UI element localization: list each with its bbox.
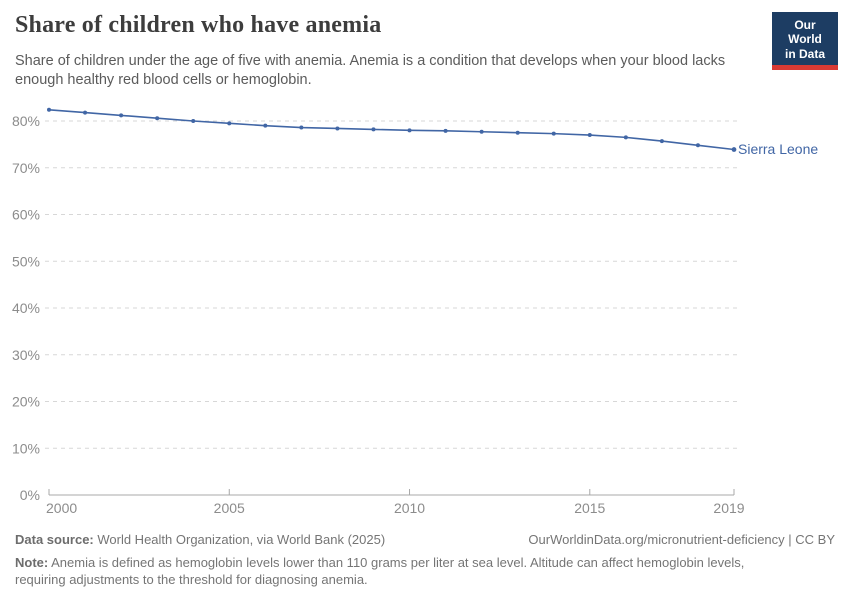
y-axis-tick-label: 70% bbox=[12, 160, 40, 176]
data-point bbox=[47, 107, 51, 112]
y-axis-tick-label: 30% bbox=[12, 347, 40, 363]
data-point bbox=[83, 110, 88, 115]
data-point bbox=[263, 123, 268, 128]
y-axis-tick-label: 80% bbox=[12, 113, 40, 129]
y-axis-tick-label: 60% bbox=[12, 207, 40, 223]
chart-footer: Data source: World Health Organization, … bbox=[15, 531, 835, 589]
owid-logo-line2: in Data bbox=[784, 46, 825, 61]
data-source-label: Data source: bbox=[15, 532, 94, 547]
data-point bbox=[119, 113, 124, 118]
data-point bbox=[443, 128, 448, 133]
data-point bbox=[695, 143, 700, 148]
data-point bbox=[335, 126, 340, 131]
note-label: Note: bbox=[15, 554, 49, 570]
data-point bbox=[155, 116, 160, 121]
series-line bbox=[48, 108, 735, 151]
data-point bbox=[407, 128, 412, 133]
data-source: Data source: World Health Organization, … bbox=[15, 531, 385, 549]
data-point bbox=[227, 121, 232, 126]
y-axis-tick-label: 50% bbox=[12, 253, 40, 269]
series-sierra-leone[interactable]: Sierra Leone bbox=[47, 107, 818, 157]
x-axis-tick-label: 2010 bbox=[394, 500, 425, 516]
owid-url-link[interactable]: OurWorldinData.org/micronutrient-deficie… bbox=[528, 532, 835, 547]
series-label-sierra-leone[interactable]: Sierra Leone bbox=[738, 141, 818, 157]
chart-subtitle: Share of children under the age of five … bbox=[15, 53, 726, 88]
y-gridlines: 0% 10% 20% 30% 40% 50% 60% 70% 80% bbox=[12, 113, 737, 503]
y-axis-tick-label: 40% bbox=[12, 300, 40, 316]
x-axis-tick-label: 2000 bbox=[46, 500, 77, 516]
data-point bbox=[587, 133, 592, 138]
owid-logo[interactable]: Our World in Data bbox=[772, 12, 838, 71]
note-text: Anemia is defined as hemoglobin levels l… bbox=[15, 554, 745, 588]
x-axis: 2000 2005 2010 2015 2019 bbox=[46, 489, 745, 516]
y-axis-tick-label: 0% bbox=[20, 487, 40, 503]
data-point bbox=[551, 131, 556, 136]
data-point bbox=[191, 119, 196, 123]
data-point bbox=[479, 129, 484, 134]
data-point bbox=[623, 135, 628, 140]
owid-logo-line1: Our World bbox=[788, 18, 822, 47]
page-title: Share of children who have anemia bbox=[15, 12, 382, 38]
data-point bbox=[299, 125, 304, 130]
data-point bbox=[371, 127, 376, 132]
data-point bbox=[731, 147, 737, 152]
x-axis-tick-label: 2015 bbox=[574, 500, 605, 516]
data-point bbox=[659, 139, 664, 144]
x-axis-tick-label: 2005 bbox=[214, 500, 245, 516]
y-axis-tick-label: 10% bbox=[12, 440, 40, 456]
y-axis-tick-label: 20% bbox=[12, 394, 40, 410]
chart-note: Note: Anemia is defined as hemoglobin le… bbox=[15, 554, 767, 589]
data-source-text: World Health Organization, via World Ban… bbox=[93, 532, 386, 547]
data-point bbox=[515, 130, 520, 135]
x-axis-tick-label: 2019 bbox=[713, 500, 744, 516]
